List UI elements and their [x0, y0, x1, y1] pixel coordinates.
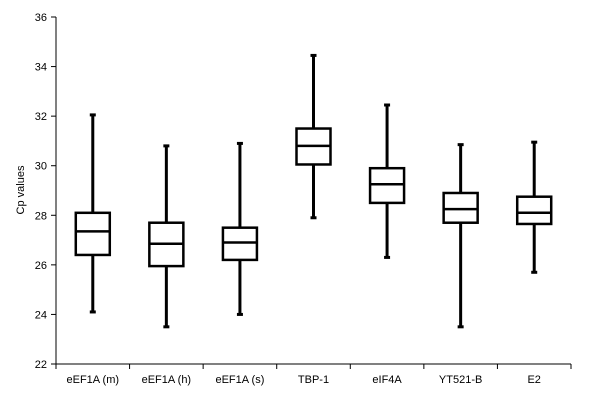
x-tick-label: eIF4A: [372, 374, 402, 386]
x-tick-label: E2: [527, 374, 540, 386]
y-tick-label: 32: [35, 111, 47, 123]
iqr-box: [74, 211, 112, 257]
plot-area: 22 24 26 28 30 32 34 36 eEF1A (m) eEF1A (h) eEF1A …: [35, 12, 572, 386]
x-tick-label: eEF1A (h): [142, 374, 192, 386]
y-tick-label: 24: [35, 309, 47, 321]
y-tick-label: 28: [35, 210, 47, 222]
x-tick-label: eEF1A (m): [66, 374, 119, 386]
y-tick-label: 26: [35, 260, 47, 272]
x-tick-label: eEF1A (s): [215, 374, 264, 386]
x-tick-label: YT521-B: [439, 374, 482, 386]
iqr-box: [515, 195, 553, 226]
y-tick-label: 22: [35, 359, 47, 371]
y-tick-label: 34: [35, 62, 47, 74]
x-tick-label: TBP-1: [298, 374, 329, 386]
y-tick-label: 30: [35, 161, 47, 173]
y-tick-label: 36: [35, 12, 47, 24]
y-axis-title: Cp values: [15, 165, 27, 214]
